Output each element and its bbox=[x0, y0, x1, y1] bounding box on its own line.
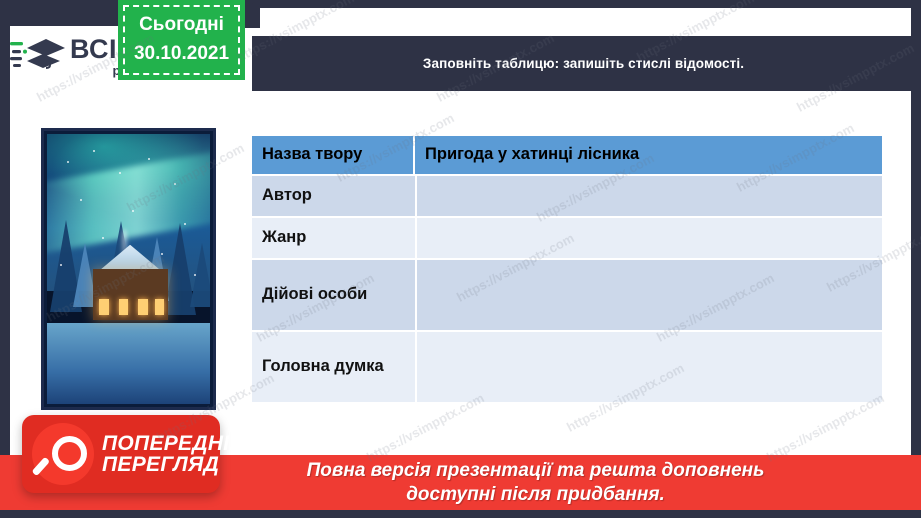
preview-label: ПОПЕРЕДНІЙ ПЕРЕГЛЯД bbox=[102, 431, 245, 476]
frozen-pond bbox=[47, 323, 210, 404]
table-cell-value[interactable] bbox=[415, 176, 882, 218]
table-cell-value[interactable] bbox=[415, 218, 882, 260]
magnifier-icon bbox=[31, 423, 94, 485]
preview-badge[interactable]: ПОПЕРЕДНІЙ ПЕРЕГЛЯД bbox=[22, 415, 245, 493]
header-bar: Заповніть таблицю: запишіть стислі відом… bbox=[252, 36, 915, 91]
preview-line-1: ПОПЕРЕДНІЙ bbox=[102, 431, 245, 455]
table-row: Автор bbox=[252, 176, 882, 218]
table-row: Головна думка bbox=[252, 332, 882, 404]
table-cell-value[interactable]: Пригода у хатинці лісника bbox=[415, 136, 882, 176]
winter-cabin-image[interactable] bbox=[41, 128, 216, 410]
graduation-cap-icon bbox=[10, 34, 68, 78]
chimney-smoke bbox=[121, 229, 127, 269]
cabin-window bbox=[118, 298, 129, 315]
image-inner bbox=[47, 134, 210, 404]
cabin-window bbox=[99, 298, 109, 315]
page-title: Заповніть таблицю: запишіть стислі відом… bbox=[422, 56, 745, 71]
info-table: Назва твору Пригода у хатинці лісника Ав… bbox=[252, 136, 882, 404]
banner-line-2: доступні після придбання. bbox=[406, 483, 665, 505]
table-row: Назва твору Пригода у хатинці лісника bbox=[252, 136, 882, 176]
pine-tree bbox=[190, 242, 210, 307]
preview-line-2: ПЕРЕГЛЯД bbox=[102, 453, 220, 476]
table-cell-label: Дійові особи bbox=[252, 260, 415, 332]
banner-line-1: Повна версія презентації та решта доповн… bbox=[306, 460, 765, 482]
table-cell-label: Автор bbox=[252, 176, 415, 218]
table-cell-value[interactable] bbox=[415, 260, 882, 332]
table-cell-label: Головна думка bbox=[252, 332, 415, 404]
table-row: Дійові особи bbox=[252, 260, 882, 332]
today-date: 30.10.2021 bbox=[133, 43, 230, 64]
table-cell-value[interactable] bbox=[415, 332, 882, 404]
magnifier-handle bbox=[31, 456, 51, 477]
table-row: Жанр bbox=[252, 218, 882, 260]
cabin-window bbox=[138, 298, 149, 315]
table-cell-label: Жанр bbox=[252, 218, 415, 260]
magnifier-ring bbox=[52, 436, 87, 471]
today-label: Сьогодні bbox=[139, 14, 224, 35]
today-date-badge: Сьогодні 30.10.2021 bbox=[118, 0, 245, 80]
banner-text: Повна версія презентації та решта доповн… bbox=[307, 459, 765, 505]
cabin-window bbox=[154, 298, 165, 315]
table-cell-label: Назва твору bbox=[252, 136, 415, 176]
dashed-border bbox=[123, 5, 240, 75]
